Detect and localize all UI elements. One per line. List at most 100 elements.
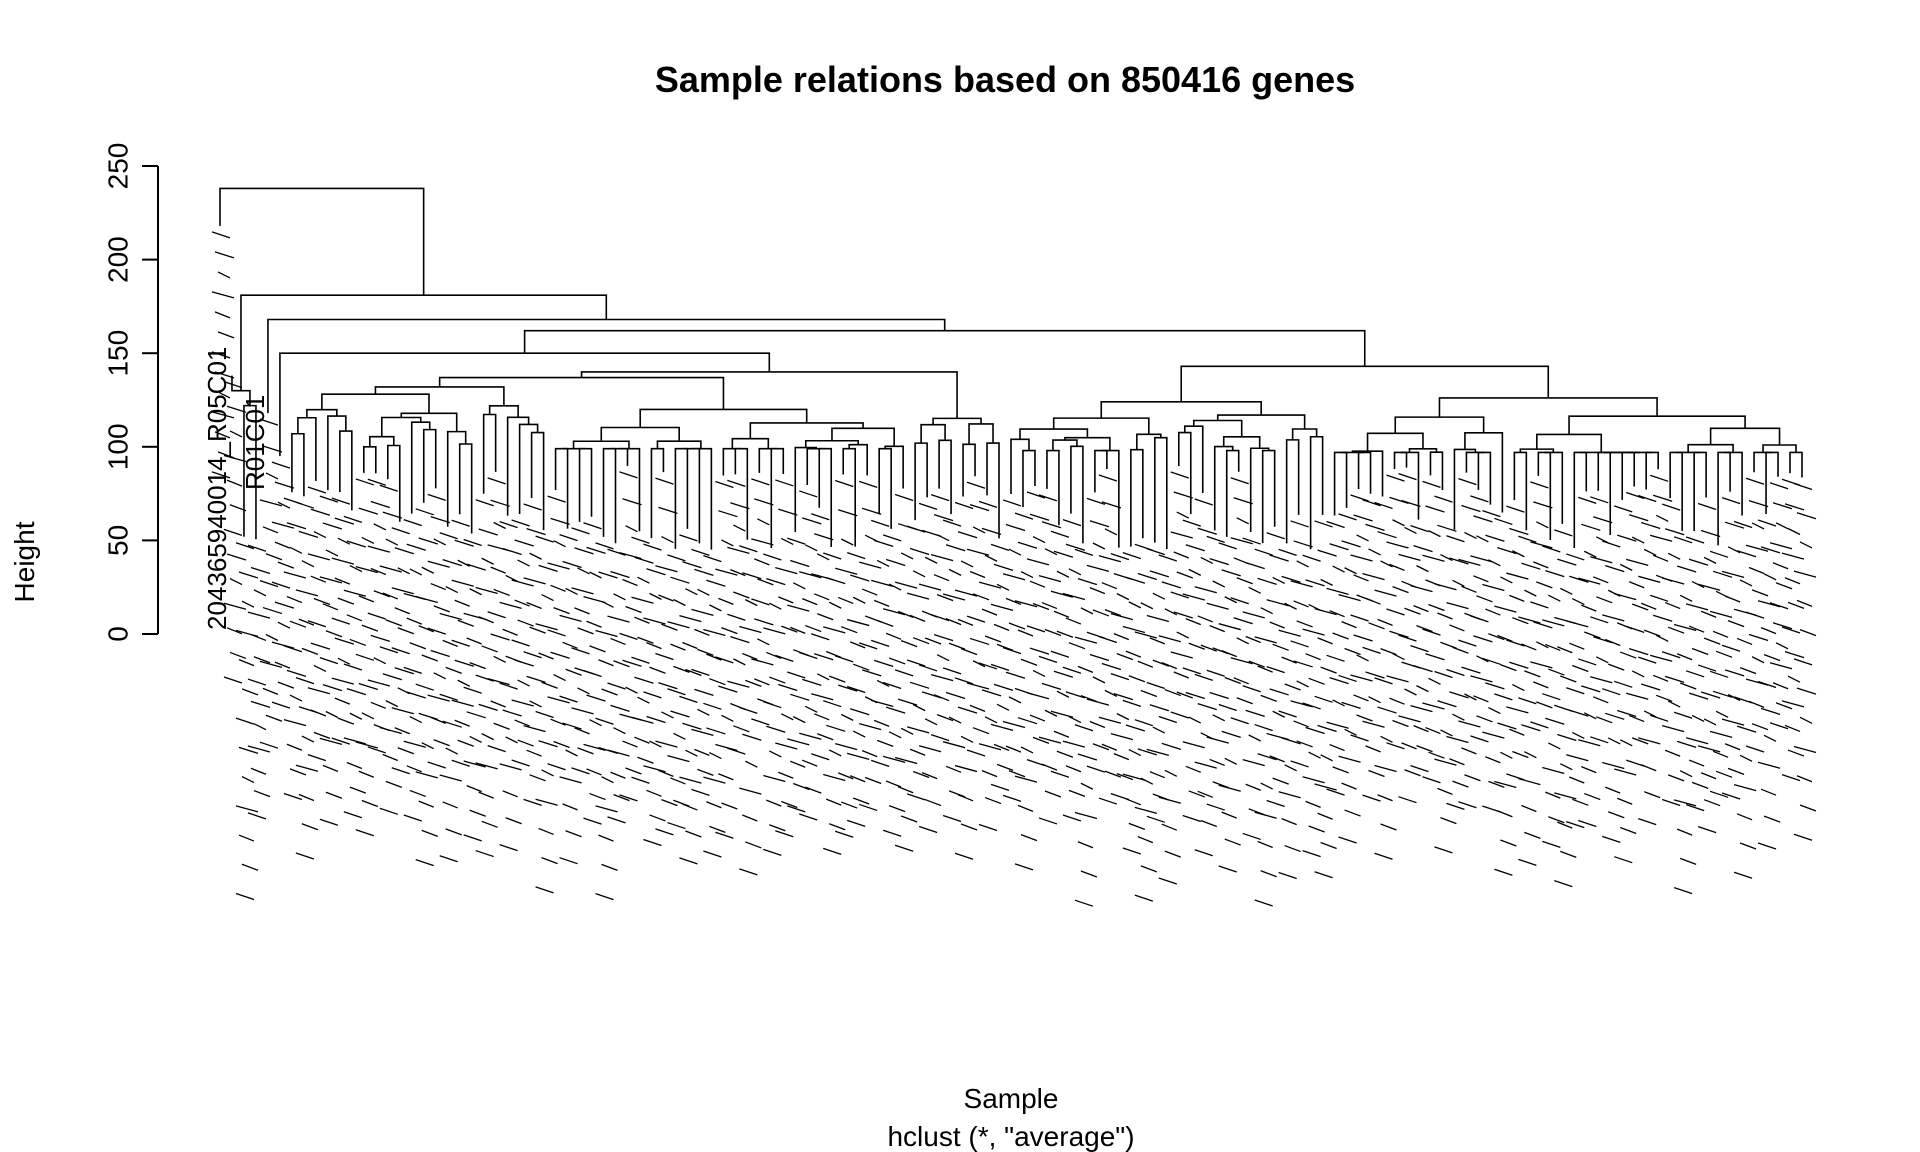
- leaf-label-mark: [646, 642, 662, 650]
- leaf-label-mark: [550, 517, 570, 526]
- leaf-label-mark: [1332, 766, 1349, 774]
- leaf-label-mark: [463, 760, 486, 768]
- leaf-label-mark: [1161, 742, 1181, 751]
- leaf-label-mark: [1545, 791, 1561, 799]
- leaf-label-mark: [355, 565, 378, 574]
- leaf-label-mark: [1080, 870, 1098, 878]
- leaf-label-mark: [454, 659, 474, 667]
- leaf-label-mark: [1038, 817, 1058, 825]
- leaf-label-mark: [1763, 815, 1781, 823]
- leaf-label-mark: [271, 641, 295, 649]
- leaf-label-mark: [223, 602, 247, 610]
- leaf-label-mark: [505, 736, 518, 744]
- leaf-label-mark: [1494, 605, 1517, 613]
- leaf-label-mark: [367, 478, 387, 486]
- leaf-label-mark: [1329, 543, 1349, 551]
- leaf-label-mark: [214, 371, 235, 379]
- leaf-label-mark: [679, 534, 698, 542]
- leaf-label-mark: [1772, 562, 1789, 570]
- leaf-label-mark: [1050, 770, 1070, 778]
- leaf-label-mark: [1628, 581, 1645, 589]
- leaf-label-mark: [936, 654, 950, 662]
- leaf-label-mark: [1026, 558, 1050, 566]
- leaf-label-mark: [733, 524, 746, 532]
- leaf-label-mark: [574, 607, 590, 615]
- leaf-label-mark: [415, 683, 434, 691]
- leaf-label-mark: [1422, 702, 1445, 710]
- leaf-label-mark: [1688, 625, 1705, 633]
- leaf-label-mark: [1188, 790, 1206, 798]
- leaf-label-mark: [733, 725, 750, 733]
- leaf-label-mark: [1272, 576, 1285, 584]
- leaf-label-mark: [727, 479, 746, 488]
- leaf-label-mark: [1386, 675, 1409, 683]
- leaf-label-mark: [1461, 504, 1481, 513]
- leaf-label-mark: [1398, 553, 1421, 562]
- leaf-label-mark: [1616, 797, 1633, 805]
- leaf-label-mark: [349, 564, 363, 573]
- leaf-label-mark: [1113, 633, 1130, 641]
- leaf-label-mark: [742, 814, 758, 822]
- dendrogram-branch: [297, 416, 317, 481]
- leaf-label-mark: [1410, 704, 1433, 713]
- leaf-label-mark: [271, 521, 295, 529]
- leaf-label-mark: [1560, 850, 1577, 858]
- leaf-label-mark: [1260, 870, 1277, 878]
- leaf-label-mark: [397, 627, 415, 635]
- leaf-label-mark: [969, 637, 990, 646]
- leaf-label-mark: [1509, 661, 1529, 669]
- leaf-label-mark: [1182, 519, 1201, 527]
- leaf-label-mark: [565, 668, 582, 676]
- leaf-label-mark: [1290, 760, 1309, 768]
- leaf-label-mark: [1533, 621, 1553, 629]
- leaf-label-mark: [610, 771, 626, 779]
- y-tick-label: 200: [103, 236, 134, 283]
- leaf-label-mark: [787, 604, 810, 612]
- leaf-label-mark: [1398, 473, 1417, 481]
- leaf-label-mark: [823, 552, 842, 560]
- leaf-label-mark: [969, 503, 990, 512]
- leaf-label-mark: [295, 852, 315, 860]
- leaf-label-mark: [1224, 596, 1238, 604]
- dendrogram-branch: [1052, 439, 1078, 451]
- leaf-label-mark: [250, 566, 271, 575]
- leaf-label-mark: [1077, 753, 1098, 761]
- leaf-label-mark: [1422, 480, 1441, 489]
- leaf-label-mark: [1149, 637, 1166, 645]
- leaf-label-mark: [454, 599, 470, 607]
- leaf-label-mark: [1473, 515, 1493, 523]
- leaf-label-mark: [1425, 505, 1445, 513]
- leaf-label-mark: [1799, 804, 1817, 812]
- leaf-label-mark: [805, 624, 822, 633]
- leaf-label-mark: [861, 507, 882, 515]
- leaf-label-mark: [439, 532, 458, 540]
- leaf-label-mark: [769, 824, 786, 832]
- leaf-label-mark: [454, 719, 470, 727]
- leaf-label-mark: [322, 764, 339, 772]
- leaf-label-mark: [715, 480, 734, 489]
- leaf-label-mark: [1200, 556, 1214, 565]
- leaf-label-mark: [469, 735, 482, 744]
- leaf-label-mark: [613, 660, 630, 668]
- leaf-label-mark: [1446, 802, 1465, 811]
- leaf-label-mark: [241, 688, 259, 696]
- leaf-label-mark: [1733, 871, 1753, 879]
- leaf-label-mark: [379, 484, 398, 492]
- dendrogram-branch: [1309, 435, 1324, 550]
- leaf-label-mark: [1545, 569, 1565, 578]
- leaf-label-mark: [385, 700, 399, 708]
- leaf-label-mark: [1170, 531, 1193, 539]
- leaf-label-mark: [541, 769, 554, 777]
- leaf-label-mark: [346, 614, 363, 622]
- leaf-label-mark: [1524, 831, 1541, 840]
- dendrogram-branch: [1180, 365, 1550, 402]
- leaf-label-mark: [1712, 690, 1733, 698]
- dendrogram-branch: [380, 416, 422, 437]
- leaf-label-mark: [835, 567, 858, 575]
- leaf-label-mark: [1712, 570, 1733, 578]
- leaf-label-mark: [1074, 811, 1098, 820]
- leaf-label-mark: [649, 666, 666, 674]
- leaf-label-mark: [1488, 633, 1505, 641]
- leaf-label-mark: [1209, 625, 1225, 633]
- leaf-label-mark: [535, 623, 558, 631]
